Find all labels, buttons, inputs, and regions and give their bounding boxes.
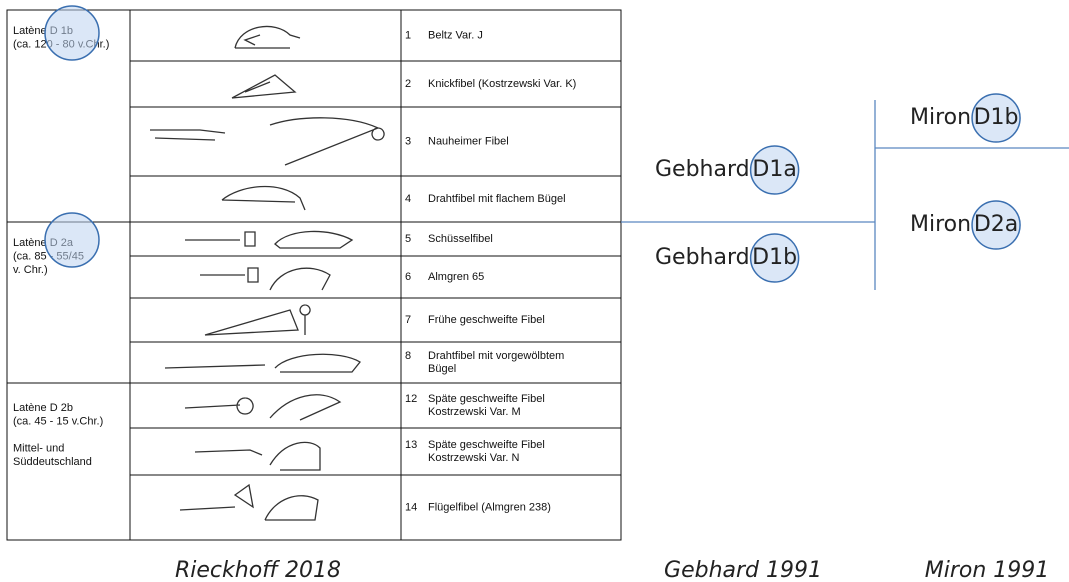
row-number: 1 bbox=[405, 29, 411, 41]
row-name: Drahtfibel mit flachem Bügel bbox=[428, 193, 566, 205]
row-name: Bügel bbox=[428, 363, 456, 375]
row-number: 6 bbox=[405, 271, 411, 283]
row-number: 4 bbox=[405, 193, 411, 205]
label-phase: D1a bbox=[752, 157, 796, 182]
row-name: Knickfibel (Kostrzewski Var. K) bbox=[428, 78, 576, 90]
row-name: Frühe geschweifte Fibel bbox=[428, 314, 545, 326]
highlight-circle bbox=[749, 145, 800, 195]
highlight-circle bbox=[749, 233, 800, 283]
row-name: Späte geschweifte Fibel bbox=[428, 439, 545, 451]
row-name: Schüsselfibel bbox=[428, 233, 493, 245]
row-name: Beltz Var. J bbox=[428, 29, 483, 41]
caption: Gebhard 1991 bbox=[664, 558, 822, 582]
row-name: Almgren 65 bbox=[428, 271, 484, 283]
row-name: Kostrzewski Var. M bbox=[428, 406, 521, 418]
row-name: Drahtfibel mit vorgewölbtem bbox=[428, 350, 564, 362]
row-name: Späte geschweifte Fibel bbox=[428, 393, 545, 405]
highlight-circle bbox=[44, 212, 100, 268]
phase-label: Latène D 2b bbox=[13, 402, 73, 414]
row-number: 13 bbox=[405, 439, 417, 451]
label-phase: D1b bbox=[752, 245, 797, 270]
row-name: Kostrzewski Var. N bbox=[428, 452, 520, 464]
phase-label: Süddeutschland bbox=[13, 456, 92, 468]
highlight-circle bbox=[44, 5, 100, 61]
caption: Miron 1991 bbox=[925, 558, 1050, 582]
row-number: 8 bbox=[405, 350, 411, 362]
label-author: Gebhard bbox=[655, 245, 750, 270]
label-phase: D1b bbox=[974, 105, 1019, 130]
highlight-circle bbox=[971, 93, 1021, 143]
row-name: Flügelfibel (Almgren 238) bbox=[428, 501, 551, 513]
row-number: 2 bbox=[405, 78, 411, 90]
phase-label: v. Chr.) bbox=[13, 264, 48, 276]
fibula-drawings bbox=[150, 25, 385, 521]
row-number: 7 bbox=[405, 314, 411, 326]
label-phase: D2a bbox=[974, 212, 1018, 237]
label-author: Miron bbox=[910, 105, 971, 130]
phase-label: Mittel- und bbox=[13, 442, 64, 454]
row-name: Nauheimer Fibel bbox=[428, 135, 509, 147]
row-number: 14 bbox=[405, 501, 417, 513]
phase-label: (ca. 45 - 15 v.Chr.) bbox=[13, 415, 103, 427]
highlight-circle bbox=[971, 200, 1021, 250]
row-number: 3 bbox=[405, 135, 411, 147]
table-border bbox=[6, 9, 622, 541]
caption: Rieckhoff 2018 bbox=[175, 558, 341, 582]
label-author: Miron bbox=[910, 212, 971, 237]
row-number: 12 bbox=[405, 393, 417, 405]
row-number: 5 bbox=[405, 233, 411, 245]
label-author: Gebhard bbox=[655, 157, 750, 182]
